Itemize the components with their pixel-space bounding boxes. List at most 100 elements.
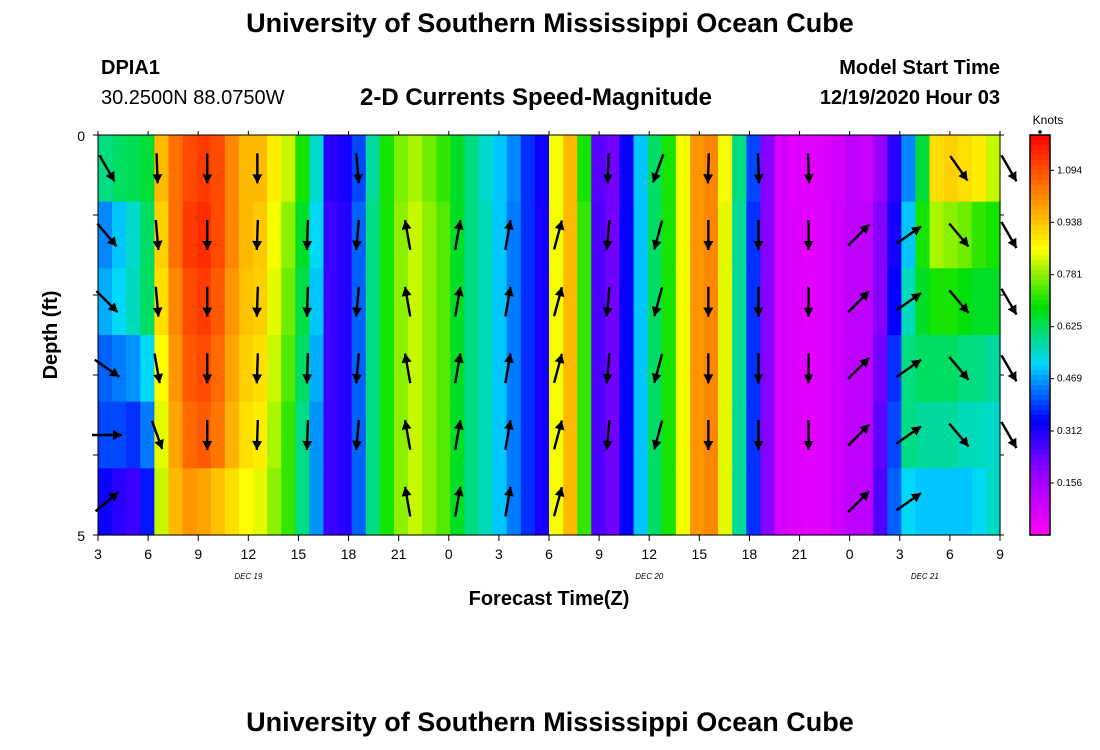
current-arrowhead: [302, 307, 313, 317]
heatmap-cell: [844, 268, 860, 336]
heatmap-cell: [365, 268, 381, 336]
heatmap-cell: [605, 335, 621, 403]
colorbar-swatch: [1030, 520, 1050, 526]
heatmap-cell: [704, 268, 719, 336]
heatmap-cell: [422, 401, 437, 469]
colorbar-swatch: [1030, 150, 1050, 156]
heatmap-cell: [323, 468, 339, 536]
colorbar-swatch: [1030, 490, 1050, 496]
heatmap-cell: [478, 335, 494, 403]
heatmap-cell: [337, 468, 353, 536]
colorbar-swatch: [1030, 180, 1050, 186]
heatmap-cell: [718, 401, 733, 469]
current-arrowhead: [910, 293, 922, 303]
current-arrowhead: [252, 174, 263, 184]
heatmap-cell: [746, 468, 762, 536]
heatmap-cell: [534, 335, 550, 403]
heatmap-cell: [436, 468, 451, 536]
colorbar-swatch: [1030, 265, 1050, 271]
colorbar-swatch: [1030, 225, 1050, 231]
heatmap-cell: [859, 135, 874, 203]
heatmap-cell: [309, 335, 325, 403]
current-arrowhead: [910, 226, 922, 236]
colorbar: 0.156 0.312 0.469 0.625 0.781 0.938 1.094: [1029, 130, 1082, 536]
colorbar-swatch: [1030, 440, 1050, 446]
heatmap-cell: [295, 135, 311, 203]
heatmap-cell: [718, 268, 733, 336]
heatmap-cell: [154, 468, 170, 536]
heatmap-cell: [154, 335, 170, 403]
heatmap-cell: [732, 468, 747, 536]
heatmap-cell: [126, 335, 141, 403]
heatmap-cell: [549, 135, 564, 203]
current-arrowhead: [202, 241, 213, 250]
heatmap-cell: [281, 135, 296, 203]
heatmap-cell: [126, 135, 141, 203]
heatmap-cell: [238, 268, 254, 336]
heatmap-cell: [154, 268, 170, 336]
heatmap-cell: [788, 268, 804, 336]
heatmap-cell: [408, 268, 423, 336]
heatmap-cell: [929, 468, 945, 536]
heatmap-cell: [929, 335, 945, 403]
colorbar-swatch: [1030, 310, 1050, 316]
heatmap-cell: [830, 335, 846, 403]
colorbar-swatch: [1030, 140, 1050, 146]
current-arrowhead: [113, 430, 122, 440]
colorbar-swatch: [1030, 220, 1050, 226]
heatmap-cell: [436, 335, 451, 403]
current-arrowhead: [108, 492, 119, 502]
heatmap-cell: [154, 201, 170, 269]
heatmap-cell: [365, 201, 381, 269]
heatmap-cell: [408, 401, 423, 469]
colorbar-swatch: [1030, 450, 1050, 456]
current-arrowhead: [803, 174, 814, 184]
heatmap-cell: [309, 468, 325, 536]
current-arrowhead: [453, 286, 464, 297]
heatmap-cell: [760, 401, 776, 469]
heatmap-cell: [323, 401, 339, 469]
heatmap-cell: [506, 335, 522, 403]
colorbar-swatch: [1030, 425, 1050, 431]
colorbar-swatch: [1030, 260, 1050, 266]
colorbar-swatch: [1030, 185, 1050, 191]
heatmap-cell: [492, 268, 508, 336]
current-arrowhead: [753, 374, 764, 384]
heatmap-cell: [478, 401, 494, 469]
heatmap-cell: [704, 201, 719, 269]
current-arrowhead: [602, 440, 613, 450]
current-arrowhead: [651, 239, 662, 250]
heatmap-cell: [351, 268, 367, 336]
heatmap-cell: [182, 401, 198, 469]
current-arrowhead: [703, 174, 714, 184]
heatmap-cell: [168, 135, 184, 203]
heatmap-cell: [774, 401, 790, 469]
x-tick-label: 9: [595, 546, 603, 562]
current-arrowhead: [554, 287, 565, 298]
heatmap-cell: [830, 468, 846, 536]
colorbar-tick-label: 0.625: [1057, 322, 1082, 333]
colorbar-swatch: [1030, 175, 1050, 181]
heatmap-cell: [718, 135, 733, 203]
colorbar-swatch: [1030, 360, 1050, 366]
heatmap-cell: [267, 401, 282, 469]
heatmap-cell: [281, 468, 296, 536]
heatmap-cell: [140, 468, 155, 536]
current-arrowhead: [504, 486, 514, 497]
x-tick-label: 15: [692, 546, 708, 562]
colorbar-dot: [1038, 130, 1042, 134]
x-tick-label: 9: [996, 546, 1004, 562]
heatmap-cell: [140, 268, 155, 336]
heatmap-cell: [238, 468, 254, 536]
heatmap-cell: [746, 268, 762, 336]
current-arrowhead: [651, 439, 662, 450]
heatmap-cell: [577, 268, 592, 336]
heatmap-cell: [408, 335, 423, 403]
heatmap-cell: [267, 201, 282, 269]
current-arrowhead: [302, 240, 313, 250]
heatmap-cell: [971, 468, 987, 536]
heatmap-cell: [943, 201, 959, 269]
current-arrowhead: [753, 174, 764, 184]
current-arrowhead: [859, 424, 870, 435]
